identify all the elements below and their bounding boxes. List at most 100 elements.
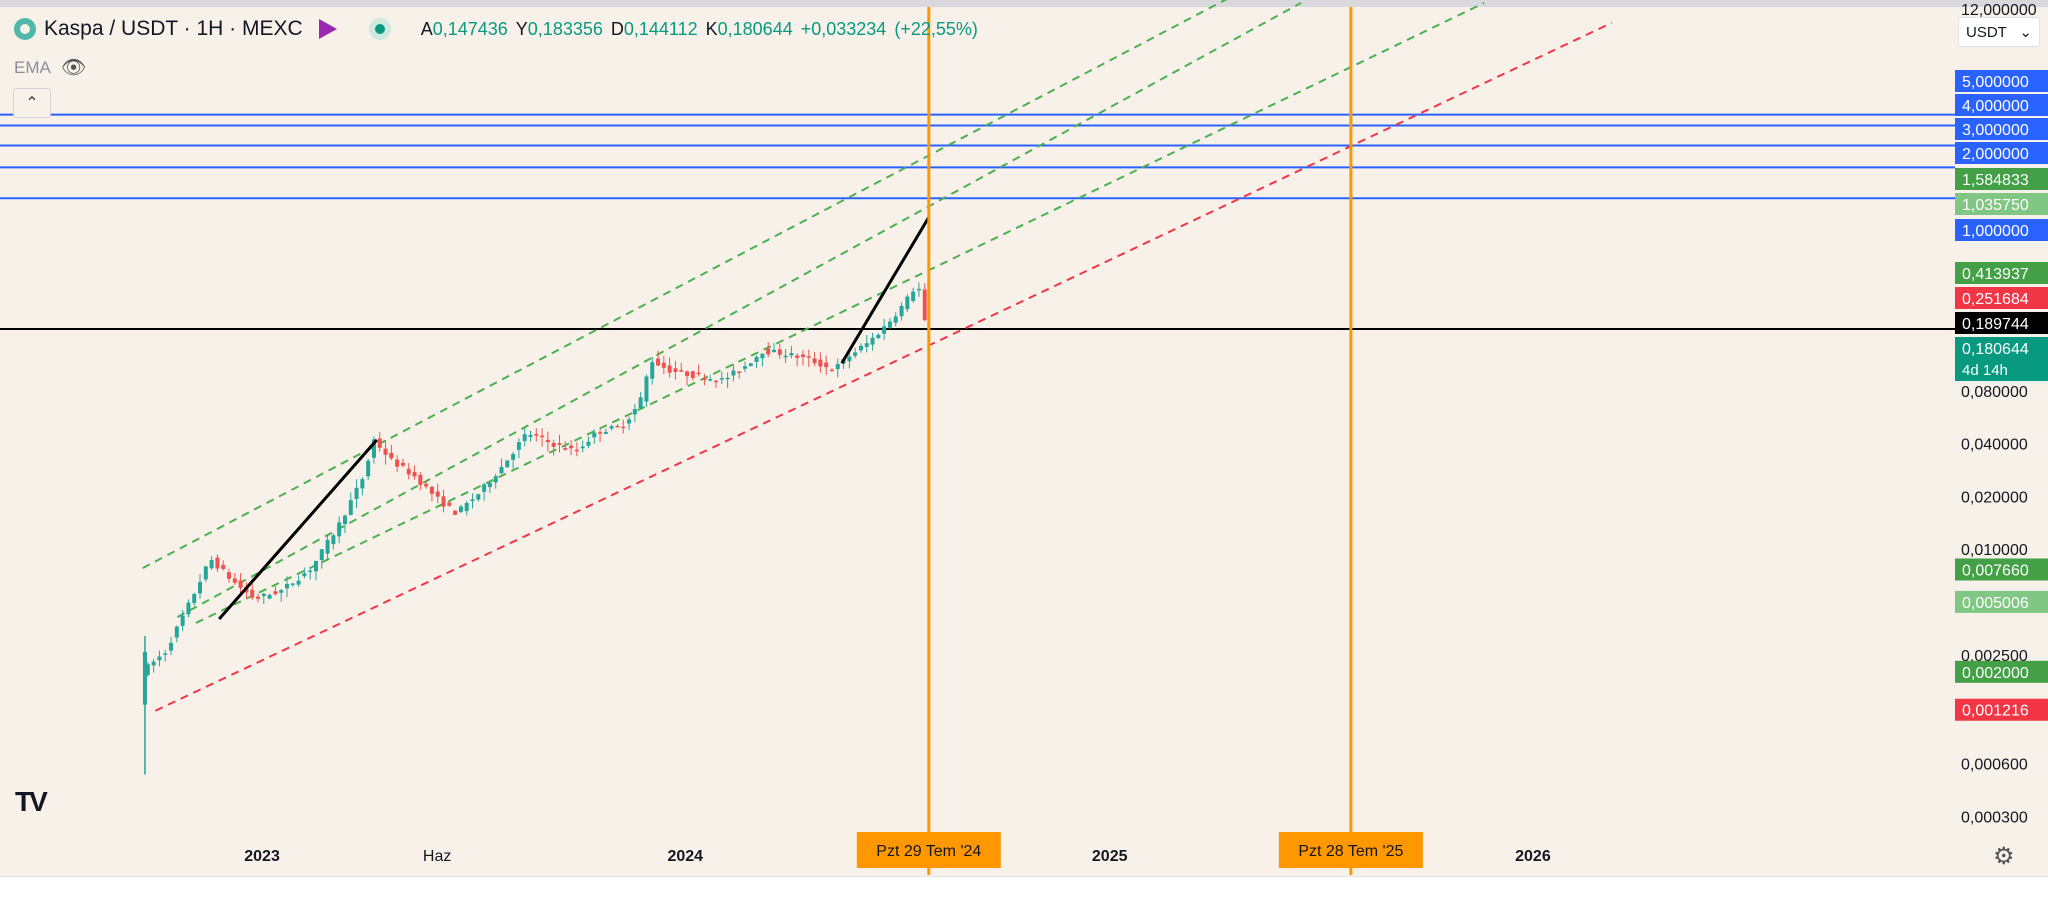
candle-body — [163, 653, 168, 655]
candle-body — [829, 369, 834, 372]
candle-body — [627, 419, 632, 424]
candle-body — [482, 484, 487, 492]
candle-body — [806, 356, 811, 358]
y-tick-label: 0,080000 — [1961, 384, 2028, 401]
candles — [142, 282, 927, 775]
candle-body — [255, 596, 260, 599]
candle-body — [563, 448, 568, 450]
candle-body — [598, 432, 603, 434]
candle-body — [673, 368, 678, 372]
candle-body — [905, 296, 910, 310]
trend-line — [840, 216, 931, 364]
price-label: 0,001216 — [1962, 703, 2029, 720]
candle-body — [192, 593, 197, 604]
vertical-marker-lines: Pzt 29 Tem '24 Pzt 28 Tem '25 — [856, 7, 1423, 875]
candle-body — [284, 583, 289, 589]
candle-body — [238, 580, 243, 588]
candle-body — [540, 435, 545, 438]
candle-body — [447, 502, 452, 506]
ohlc-item: +0,033234 — [801, 19, 887, 40]
channel-line — [176, 1, 1302, 619]
candle-body — [493, 476, 498, 483]
ohlc-value: 0,147436 — [432, 18, 508, 39]
candle-body — [667, 365, 672, 373]
date-marker-label: Pzt 28 Tem '25 — [1298, 843, 1403, 860]
candle-body — [690, 371, 695, 378]
candle-body — [864, 343, 869, 347]
candle-body — [882, 326, 887, 334]
flag-icon[interactable] — [318, 19, 337, 39]
symbol-legend[interactable]: Kaspa / USDT · 1H · MEXC A0,147436 Y0,183… — [14, 16, 978, 42]
candle-body — [499, 466, 504, 474]
price-label: 5,000000 — [1962, 74, 2029, 91]
price-label: 0,002000 — [1962, 665, 2029, 682]
candle-body — [308, 570, 313, 573]
candle-body — [661, 362, 666, 368]
candle-body — [609, 426, 614, 429]
candle-body — [209, 560, 214, 569]
candle-body — [708, 379, 713, 381]
chevron-up-icon: ⌃ — [25, 95, 39, 112]
candle-body — [702, 378, 707, 381]
candle-body — [795, 355, 800, 358]
ohlc-item: A0,147436 — [421, 19, 508, 40]
candle-body — [366, 460, 371, 477]
indicator-row[interactable]: EMA 👁 — [14, 55, 86, 80]
ohlc-key: K — [705, 18, 718, 39]
candle-body — [232, 578, 237, 583]
candle-body — [296, 580, 301, 585]
candle-body — [429, 486, 434, 494]
market-status-icon — [368, 18, 391, 40]
candle-body — [766, 348, 771, 355]
candle-body — [290, 583, 295, 585]
top-border — [0, 0, 2048, 7]
candle-body — [777, 349, 782, 355]
chevron-down-icon: ⌄ — [2019, 24, 2032, 41]
candle-body — [696, 372, 701, 375]
candle-body — [748, 363, 753, 366]
candle-body — [615, 425, 620, 428]
candle-body — [534, 434, 539, 436]
candle-body — [337, 522, 342, 537]
candle-body — [586, 441, 591, 446]
price-label-badge — [1955, 168, 2048, 190]
eye-hidden-icon[interactable]: 👁 — [60, 57, 87, 79]
candle-body — [557, 443, 562, 445]
candle-body — [464, 502, 469, 512]
tradingview-logo-icon[interactable]: TV — [15, 786, 48, 817]
candle-body — [302, 573, 307, 577]
candle-body — [621, 426, 626, 429]
candle-body — [389, 452, 394, 459]
candle-body — [458, 506, 463, 512]
gear-icon[interactable]: ⚙ — [1993, 843, 2015, 870]
candle-body — [383, 448, 388, 455]
price-label: 1,035750 — [1962, 197, 2029, 214]
candle-body — [685, 371, 690, 377]
candle-body — [142, 651, 147, 705]
candle-body — [656, 358, 661, 366]
y-tick-label: 0,002500 — [1961, 648, 2028, 665]
candle-body — [157, 656, 162, 661]
indicator-name[interactable]: EMA — [14, 57, 51, 77]
candle-body — [650, 362, 655, 379]
ohlc-key: D — [610, 18, 624, 39]
symbol-title[interactable]: Kaspa / USDT · 1H · MEXC — [44, 17, 303, 40]
price-label: 3,000000 — [1962, 122, 2029, 139]
collapse-legend-button[interactable]: ⌃ — [13, 88, 51, 118]
bottom-toolbar — [0, 876, 2048, 900]
y-tick-label: 0,000300 — [1961, 809, 2028, 826]
candle-body — [725, 377, 730, 380]
candle-body — [632, 409, 637, 415]
date-marker-badge — [1278, 832, 1423, 868]
candle-body — [174, 626, 179, 638]
candle-body — [325, 539, 330, 554]
candle-body — [847, 356, 852, 362]
ohlc-key: Y — [515, 18, 528, 39]
ohlc-key: A — [420, 18, 433, 39]
candle-body — [545, 439, 550, 443]
candle-body — [331, 535, 336, 545]
price-label-badge — [1955, 590, 2048, 613]
channel-line — [142, 0, 1228, 570]
currency-selector[interactable]: USDT ⌄ — [1958, 17, 2040, 47]
